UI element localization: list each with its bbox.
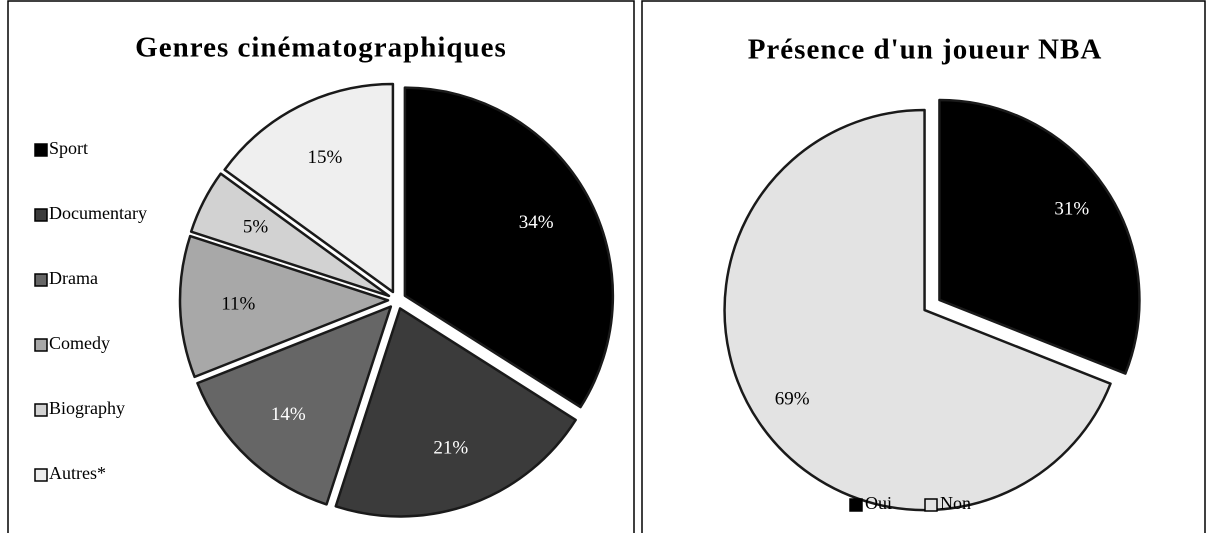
legend-label: Biography [49,398,125,418]
pie-slice [223,82,395,294]
data-label: 34% [519,212,554,233]
panel-frame [641,0,1206,533]
data-label: 14% [271,404,306,425]
legend-swatch [849,498,863,512]
data-label: 11% [221,293,255,314]
legend-label: Documentary [49,203,147,223]
panel-frame [7,0,635,533]
legend-swatch [924,498,938,512]
pie-slice [403,86,615,409]
legend-label: Oui [865,493,892,513]
legend-label: Comedy [49,333,110,353]
data-label: 21% [433,438,468,459]
chart-title: Présence d'un joueur NBA [748,34,1103,66]
pie-slice [938,98,1141,375]
chart-title: Genres cinématographiques [135,32,507,64]
legend-swatch [34,468,48,482]
legend-label: Sport [49,138,88,158]
pie-slice [196,305,393,506]
legend-label: Non [940,493,971,513]
data-label: 69% [775,388,810,409]
legend-label: Drama [49,268,98,288]
data-label: 15% [308,147,343,168]
pie-slice [334,307,577,518]
pie-slice [723,108,1112,512]
legend-swatch [34,273,48,287]
pie-slice [178,234,390,379]
pie-slice [189,172,391,298]
legend-swatch [34,143,48,157]
legend-swatch [34,338,48,352]
data-label: 31% [1054,198,1089,219]
legend-swatch [34,208,48,222]
legend-label: Autres* [49,463,106,483]
data-label: 5% [243,216,269,237]
legend-swatch [34,403,48,417]
